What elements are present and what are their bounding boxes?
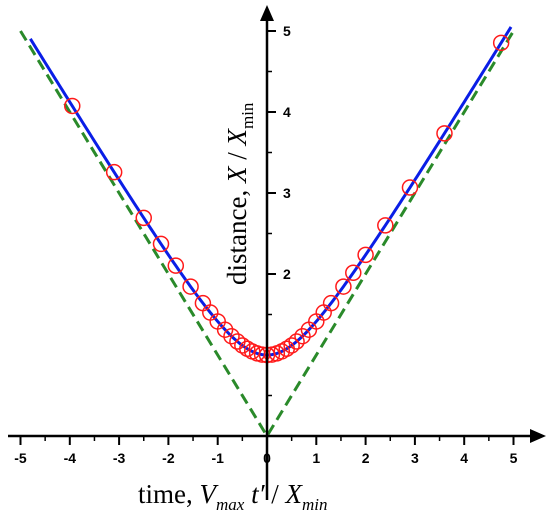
theory-curve [29, 26, 513, 357]
data-point-23 [288, 333, 305, 350]
data-point-34 [436, 125, 453, 142]
axes: -5 -4 -3 -2 -1 0 1 2 3 4 5 2 3 4 5 [8, 5, 546, 500]
data-point-4 [167, 257, 185, 274]
y-axis-arrow [260, 5, 274, 21]
x-tick-label: 5 [510, 450, 518, 466]
data-point-35 [492, 34, 510, 52]
y-tick-label: 2 [283, 266, 291, 282]
x-tick-label: 2 [362, 450, 370, 466]
data-point-31 [357, 246, 374, 264]
data-point-0 [64, 97, 81, 115]
data-point-1 [105, 163, 123, 181]
data-point-2 [135, 209, 152, 227]
y-tick-label: 4 [283, 104, 291, 120]
y-tick-label: 3 [283, 185, 291, 201]
data-point-29 [335, 278, 352, 295]
x-tick-label: -4 [64, 450, 77, 466]
data-point-30 [345, 264, 362, 281]
y-axis-title: distance, X / Xmin [222, 102, 257, 285]
data-point-32 [377, 217, 394, 234]
data-point-12 [234, 337, 251, 354]
data-point-9 [216, 321, 234, 338]
y-tick-label: 5 [283, 23, 291, 39]
asymptote-line [19, 30, 515, 439]
data-point-5 [182, 278, 199, 295]
x-tick-label: -1 [211, 450, 224, 466]
x-tick-label: -5 [14, 450, 27, 466]
x-axis-arrow [530, 429, 546, 443]
x-tick-label: 3 [411, 450, 419, 466]
x-tick-label: 1 [312, 450, 320, 466]
x-tick-label: 4 [460, 450, 468, 466]
x-tick-label: 0 [263, 450, 271, 466]
data-point-10 [223, 327, 240, 345]
data-point-3 [152, 235, 170, 253]
data-point-24 [294, 327, 311, 345]
x-tick-label: -2 [162, 450, 175, 466]
data-point-28 [322, 294, 340, 312]
data-point-22 [283, 337, 300, 354]
plot-area [19, 26, 515, 439]
x-tick-label: -3 [113, 450, 126, 466]
data-point-33 [401, 179, 419, 196]
x-axis-title: time, Vmax t′ / Xmin [138, 479, 328, 514]
